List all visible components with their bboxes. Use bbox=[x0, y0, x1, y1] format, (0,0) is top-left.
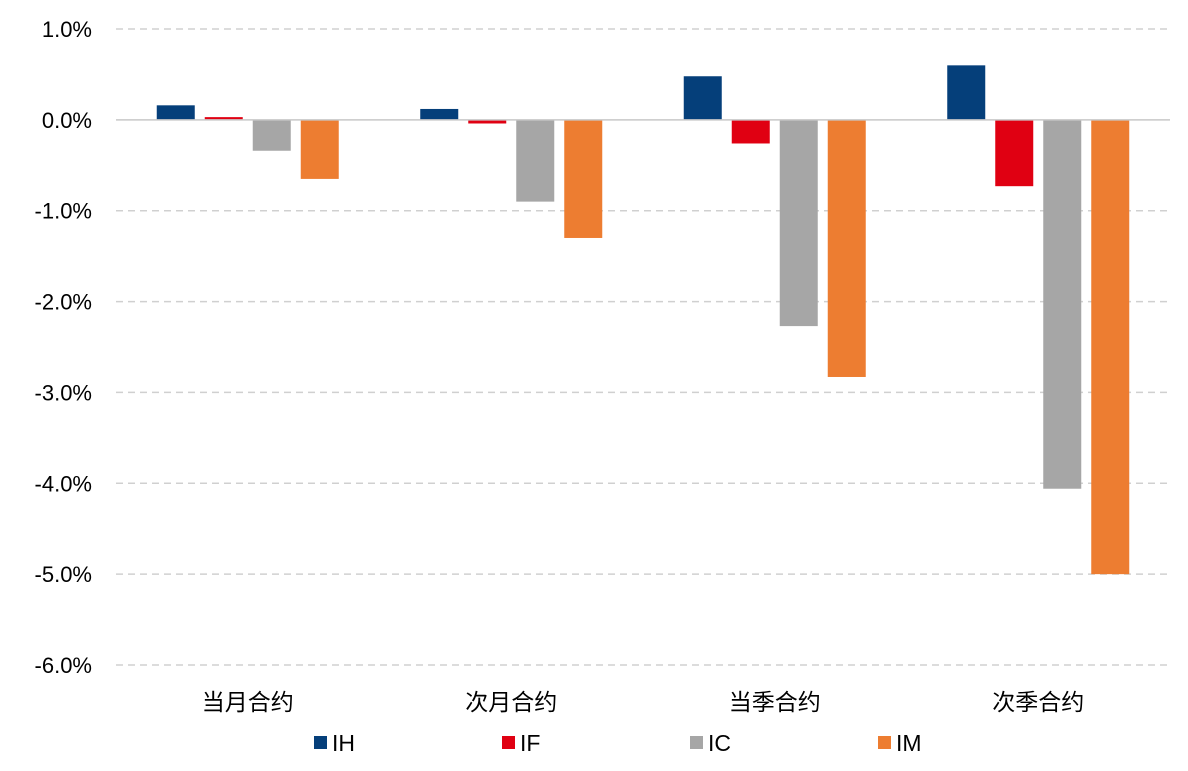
bar-if-3 bbox=[731, 119, 770, 144]
y-tick-label: 1.0% bbox=[42, 17, 92, 42]
bar-im-2 bbox=[564, 119, 603, 238]
y-tick-label: -4.0% bbox=[35, 471, 92, 496]
y-tick-label: -3.0% bbox=[35, 380, 92, 405]
x-category-label: 次季合约 bbox=[992, 689, 1084, 715]
y-tick-label: 0.0% bbox=[42, 108, 92, 133]
bar-ih-4 bbox=[947, 65, 986, 120]
x-category-label: 当月合约 bbox=[202, 689, 294, 715]
y-tick-label: -5.0% bbox=[35, 562, 92, 587]
bar-ic-2 bbox=[516, 119, 555, 202]
legend-swatch-ih bbox=[314, 736, 327, 749]
y-tick-label: -2.0% bbox=[35, 290, 92, 315]
bar-if-1 bbox=[204, 117, 243, 120]
legend-label-ih: IH bbox=[332, 730, 355, 756]
legend-swatch-im bbox=[878, 736, 891, 749]
bar-ic-3 bbox=[779, 119, 818, 327]
legend-label-if: IF bbox=[520, 730, 540, 756]
y-tick-label: -6.0% bbox=[35, 653, 92, 678]
bar-ih-3 bbox=[683, 76, 722, 120]
bar-ih-2 bbox=[420, 108, 459, 120]
bar-im-4 bbox=[1091, 119, 1130, 575]
x-category-label: 当季合约 bbox=[729, 689, 821, 715]
bars bbox=[156, 65, 1130, 575]
bar-ic-4 bbox=[1043, 119, 1082, 489]
bar-if-4 bbox=[995, 119, 1034, 187]
bar-im-3 bbox=[827, 119, 866, 377]
legend-swatch-if bbox=[502, 736, 515, 749]
bar-ic-1 bbox=[252, 119, 291, 151]
legend-label-ic: IC bbox=[708, 730, 731, 756]
y-axis-tick-labels: 1.0% 0.0% -1.0% -2.0% -3.0% -4.0% -5.0% -6.0% bbox=[35, 17, 92, 678]
y-tick-label: -1.0% bbox=[35, 199, 92, 224]
legend: IH IF IC IM bbox=[314, 730, 922, 756]
x-axis-category-labels: 当月合约 次月合约 当季合约 次季合约 bbox=[202, 689, 1085, 715]
bar-ih-1 bbox=[156, 105, 195, 120]
legend-swatch-ic bbox=[690, 736, 703, 749]
bar-if-2 bbox=[468, 119, 507, 124]
x-category-label: 次月合约 bbox=[465, 689, 557, 715]
gridlines bbox=[116, 28, 1170, 666]
legend-label-im: IM bbox=[896, 730, 922, 756]
bar-im-1 bbox=[300, 119, 339, 179]
